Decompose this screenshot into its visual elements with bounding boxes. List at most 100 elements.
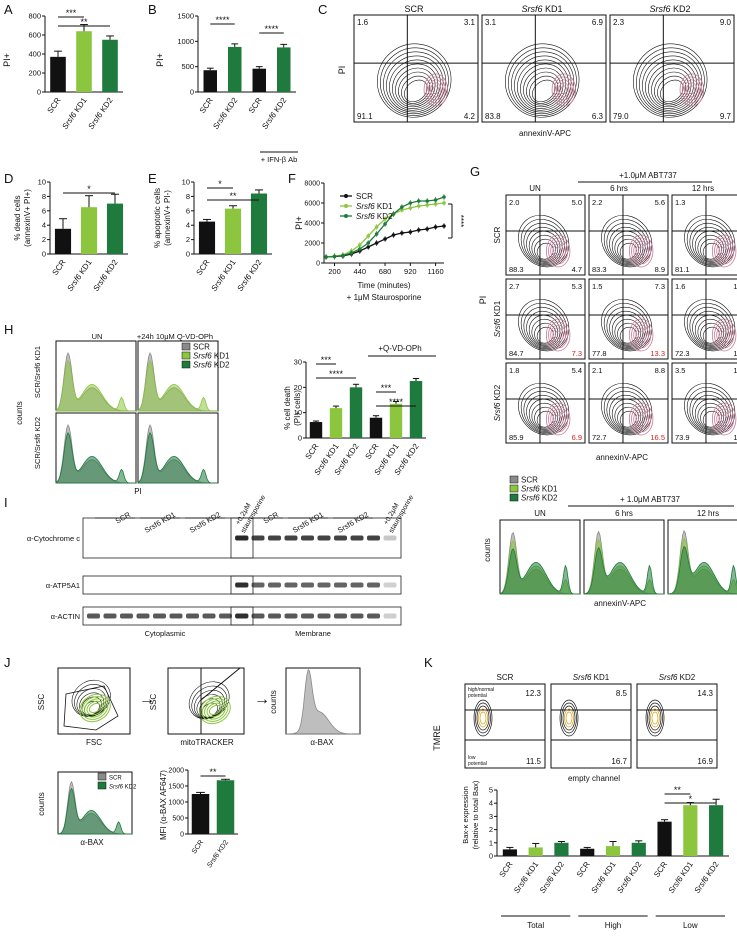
gated-contour bbox=[432, 85, 440, 95]
legend-swatch bbox=[509, 475, 519, 484]
tick-label: Srsf6 KD2 bbox=[538, 860, 567, 895]
column-title: UN bbox=[534, 509, 546, 518]
bar bbox=[369, 417, 383, 438]
y-tick-label: 1000 bbox=[168, 800, 184, 807]
flow-plot bbox=[464, 683, 546, 769]
gated-contour bbox=[711, 318, 737, 352]
bar bbox=[216, 780, 235, 834]
panel-letter: H bbox=[4, 322, 13, 337]
x-tick-label: 440 bbox=[354, 267, 367, 276]
quadrant-value: 6.9 bbox=[572, 433, 582, 442]
x-tick-label: 920 bbox=[404, 267, 417, 276]
y-tick-label: 800 bbox=[28, 12, 41, 21]
sig-label: *** bbox=[381, 383, 392, 393]
y-axis-label: counts bbox=[483, 538, 492, 562]
blot-band bbox=[235, 582, 248, 588]
y-axis-label: TMRE bbox=[432, 725, 442, 751]
tick-label: SCR bbox=[51, 258, 68, 277]
quadrant-value: 81.1 bbox=[675, 265, 690, 274]
contours bbox=[377, 43, 452, 118]
blot-band bbox=[317, 613, 331, 619]
contour-line bbox=[562, 705, 576, 731]
label: PI+ bbox=[155, 53, 165, 67]
histogram-trace bbox=[55, 431, 136, 484]
quadrant-value: 73.9 bbox=[675, 433, 690, 442]
blot-band bbox=[350, 582, 364, 588]
fraction-label: Cytoplasmic bbox=[145, 629, 186, 638]
gated-contour bbox=[425, 76, 446, 104]
legend-entry: Srsf6 KD1 bbox=[193, 352, 230, 361]
bar bbox=[349, 387, 363, 438]
gated-contour bbox=[84, 698, 106, 718]
sig-label: *** bbox=[66, 8, 77, 18]
contour-line bbox=[700, 406, 722, 429]
contour-line bbox=[523, 306, 565, 349]
bar bbox=[605, 846, 621, 856]
y-axis-label: counts bbox=[269, 690, 278, 714]
blot-band bbox=[334, 535, 347, 541]
y-tick-label: 0 bbox=[42, 250, 46, 259]
gated-contour bbox=[550, 240, 566, 262]
quadrant-value: 88.3 bbox=[509, 265, 524, 274]
quadrant-value: 4.7 bbox=[572, 265, 582, 274]
y-tick-label: 200 bbox=[28, 69, 41, 78]
gated-contour bbox=[633, 240, 649, 262]
gated-contour bbox=[714, 321, 735, 349]
legend-entry: SCR bbox=[521, 476, 538, 485]
bar bbox=[683, 805, 698, 856]
blot-row-label: α-Cytochrome c bbox=[27, 534, 80, 543]
contour-line bbox=[684, 382, 736, 436]
quadrant-value: 12.0 bbox=[733, 366, 737, 375]
blot-band bbox=[202, 613, 216, 619]
blot-frame bbox=[230, 575, 402, 595]
contour-line bbox=[528, 398, 561, 431]
gated-contour bbox=[554, 330, 562, 340]
gated-contour bbox=[548, 321, 569, 349]
gated-contour bbox=[204, 700, 226, 720]
contour-line bbox=[523, 222, 565, 265]
quadrant-value: 5.4 bbox=[572, 366, 582, 375]
gate bbox=[63, 685, 119, 731]
gated-contour bbox=[720, 330, 728, 340]
contour-line bbox=[475, 702, 491, 734]
y-tick-label: 0 bbox=[489, 852, 493, 861]
gated-contour bbox=[716, 324, 732, 346]
x-axis-label: annexinV-APC bbox=[594, 599, 646, 608]
legend-entry: Srsf6 KD2 bbox=[521, 494, 558, 503]
gated-contour bbox=[552, 327, 564, 343]
contour-line bbox=[606, 222, 648, 265]
quadrant-value: 83.3 bbox=[592, 265, 607, 274]
contour-line bbox=[617, 322, 639, 345]
blot-frame bbox=[230, 606, 402, 626]
panel-letter: G bbox=[470, 164, 480, 179]
plot-title: Srsf6 KD2 bbox=[659, 673, 696, 682]
contour-line bbox=[478, 708, 488, 728]
blot-band bbox=[383, 535, 397, 541]
gated-contour bbox=[552, 411, 564, 427]
blot-band bbox=[186, 613, 199, 619]
y-tick-label: 3 bbox=[489, 812, 493, 821]
contour-line bbox=[528, 230, 561, 263]
y-tick-label: 500 bbox=[181, 62, 194, 71]
histogram-trace bbox=[137, 431, 218, 484]
legend-entry: Srsf6 KD1 bbox=[521, 485, 558, 494]
x-tick-label: 680 bbox=[379, 267, 392, 276]
panel-letter: A bbox=[4, 2, 13, 17]
sig-label: ** bbox=[80, 17, 88, 27]
bar bbox=[657, 821, 672, 856]
flow-plot bbox=[671, 278, 737, 360]
sig-label: * bbox=[87, 184, 91, 194]
legend-entry: Srsf6 KD2 bbox=[356, 212, 393, 221]
bar bbox=[554, 842, 569, 856]
tick-label: SCR bbox=[198, 96, 215, 115]
gate-label: potential bbox=[468, 693, 487, 699]
y-tick-label: 0 bbox=[190, 88, 194, 97]
group-label: High bbox=[605, 921, 621, 930]
contour-line bbox=[606, 306, 648, 349]
lane-group-label: Srsf6 KD2 bbox=[336, 510, 370, 535]
tick-label: SCR bbox=[497, 860, 514, 879]
contour-line bbox=[650, 708, 660, 728]
quadrant-value: 3.1 bbox=[485, 18, 497, 27]
contour-line bbox=[476, 705, 490, 731]
contour-line bbox=[700, 238, 722, 261]
